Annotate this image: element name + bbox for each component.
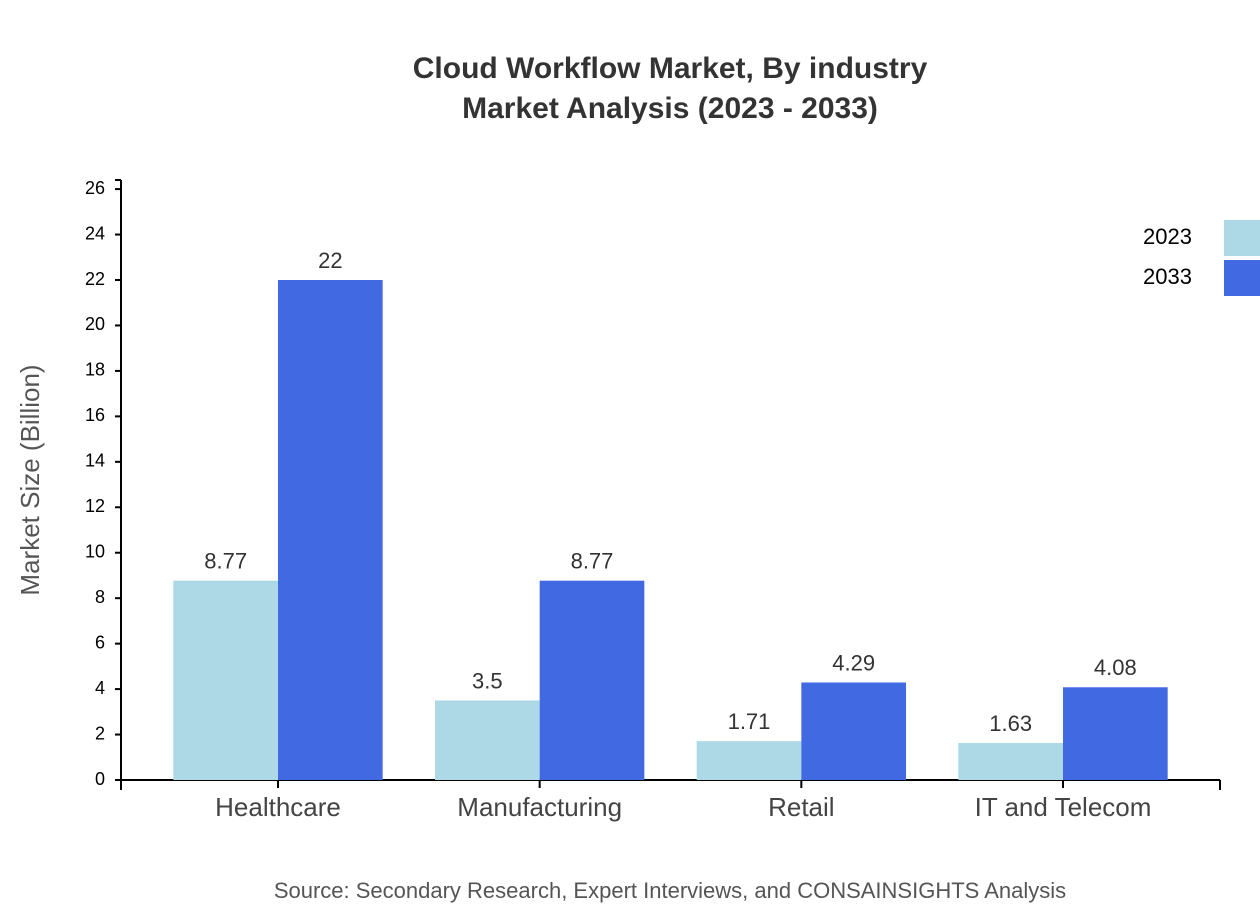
legend-label: 2033 — [1143, 264, 1192, 289]
x-tick-label: Healthcare — [215, 792, 341, 822]
bar — [539, 580, 645, 780]
value-label: 4.08 — [1094, 655, 1137, 680]
y-tick-label: 22 — [85, 269, 105, 289]
y-tick-label: 26 — [85, 178, 105, 198]
bar — [696, 741, 802, 780]
x-tick-label: Retail — [768, 792, 834, 822]
y-tick-label: 10 — [85, 541, 105, 561]
bar — [958, 742, 1063, 780]
value-label: 8.77 — [571, 548, 614, 573]
legend-label: 2023 — [1143, 224, 1192, 249]
value-label: 1.71 — [728, 709, 771, 734]
bar — [801, 682, 906, 780]
value-label: 3.5 — [472, 668, 503, 693]
legend-swatch — [1224, 220, 1260, 256]
y-tick-label: 12 — [85, 496, 105, 516]
value-label: 1.63 — [989, 711, 1032, 736]
y-tick-label: 4 — [95, 678, 105, 698]
y-axis-label: Market Size (Billion) — [15, 364, 45, 595]
x-tick-label: IT and Telecom — [975, 792, 1152, 822]
chart-subtitle: Market Analysis (2023 - 2033) — [462, 92, 878, 125]
bar — [1063, 687, 1168, 780]
y-tick-label: 2 — [95, 723, 105, 743]
bar — [173, 580, 278, 780]
chart-title: Cloud Workflow Market, By industry — [413, 52, 928, 85]
y-tick-label: 6 — [95, 632, 105, 652]
value-label: 8.77 — [204, 548, 247, 573]
value-label: 22 — [318, 248, 342, 273]
y-tick-label: 0 — [95, 769, 105, 789]
bar — [278, 280, 383, 780]
y-tick-label: 16 — [85, 405, 105, 425]
x-tick-label: Manufacturing — [457, 792, 622, 822]
y-tick-label: 14 — [85, 451, 105, 471]
legend-swatch — [1224, 260, 1260, 296]
bar — [435, 700, 540, 780]
value-label: 4.29 — [832, 650, 875, 675]
y-tick-label: 18 — [85, 360, 105, 380]
y-tick-label: 24 — [85, 223, 105, 243]
y-tick-label: 20 — [85, 314, 105, 334]
y-tick-label: 8 — [95, 587, 105, 607]
source-note: Source: Secondary Research, Expert Inter… — [274, 878, 1066, 903]
